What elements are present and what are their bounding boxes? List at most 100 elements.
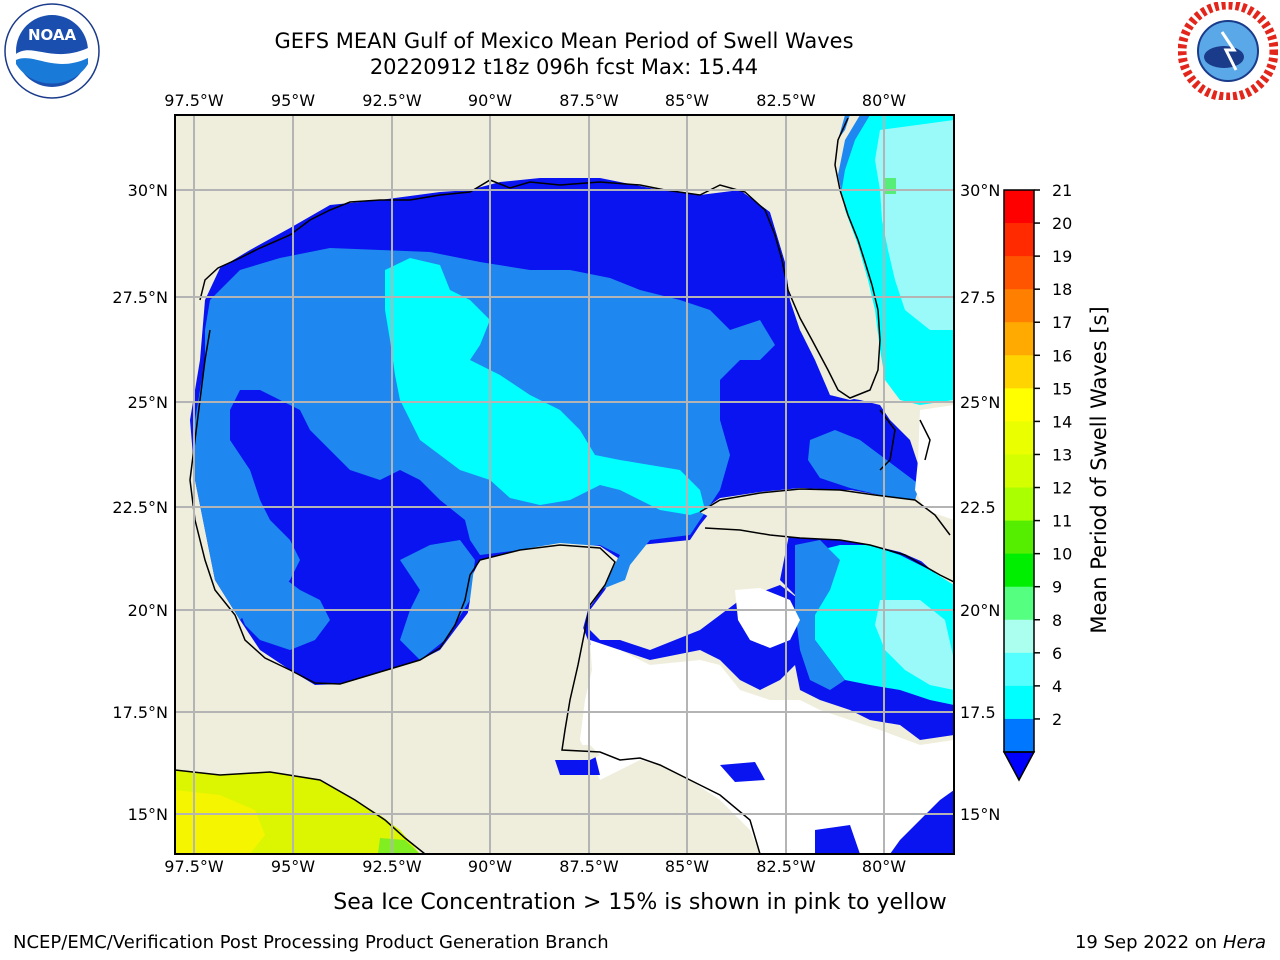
map-frame	[174, 114, 955, 855]
colorbar-segment	[1004, 685, 1034, 720]
longitude-labels-bottom: 97.5°W 95°W 92.5°W 90°W 87.5°W 85°W 82.5°W 80°W	[164, 857, 906, 876]
coastlines	[175, 117, 954, 854]
caribbean-light-cyan-region	[875, 600, 954, 690]
colorbar-tick-label: 18	[1052, 280, 1072, 299]
colorbar-segment	[1004, 355, 1034, 389]
colorbar-tick-label: 4	[1052, 677, 1062, 696]
latitude-tick-label: 25°N	[128, 393, 168, 412]
longitude-tick-label: 82.5°W	[756, 857, 816, 876]
gulf-light-blue-patch-campeche	[400, 540, 475, 660]
footer-timestamp: 19 Sep 2022 on Hera	[1075, 932, 1266, 953]
noaa-logo: NOAA	[4, 3, 100, 99]
colorbar-tick-label: 10	[1052, 545, 1072, 564]
latitude-tick-label: 27.5°N	[112, 288, 168, 307]
colorbar-segment	[1004, 586, 1034, 621]
pacific-green-patch	[378, 838, 420, 854]
colorbar-segment	[1004, 553, 1034, 588]
colorbar-tick-label: 16	[1052, 346, 1072, 365]
colorbar-segment	[1004, 190, 1034, 224]
colorbar-segment	[1004, 256, 1034, 290]
longitude-tick-label: 80°W	[862, 857, 906, 876]
pacific-yellow-region	[175, 790, 265, 854]
gulf-light-blue-patch-west	[235, 575, 330, 650]
colorbar-segment	[1004, 652, 1034, 687]
gulf-light-blue-patch-dark-inset	[310, 540, 400, 620]
colorbar-tick-label: 20	[1052, 214, 1072, 233]
colorbar: 21 20 19 18 17 16 15 14 13 12 11 10 9 8 6 4 2	[1002, 181, 1072, 782]
atlantic-light-cyan-region	[875, 120, 954, 330]
latitude-tick-label: 22.5	[960, 498, 996, 517]
dark-blue-patch-south-1	[720, 762, 765, 782]
lat-lon-grid	[175, 115, 954, 854]
colorbar-segment	[1004, 520, 1034, 555]
colorbar-segment	[1004, 718, 1034, 753]
colorbar-tick-label: 14	[1052, 412, 1072, 431]
footer-date: 19 Sep 2022 on	[1074, 932, 1218, 953]
colorbar-segment	[1004, 322, 1034, 356]
gulf-cyan-band	[385, 258, 705, 515]
longitude-tick-label: 85°W	[665, 857, 709, 876]
latitude-tick-label: 17.5	[960, 703, 996, 722]
latitude-tick-label: 22.5°N	[112, 498, 168, 517]
no-data-area-caribbean	[580, 640, 954, 854]
colorbar-segment	[1004, 487, 1034, 522]
colorbar-tick-label: 17	[1052, 313, 1072, 332]
straits-light-blue	[808, 430, 920, 500]
nws-logo	[1178, 2, 1278, 100]
longitude-tick-label: 82.5°W	[756, 91, 816, 110]
dark-blue-patch-south-2	[815, 825, 860, 854]
colorbar-segment	[1004, 223, 1034, 257]
latitude-tick-label: 20°N	[960, 601, 1000, 620]
longitude-tick-label: 97.5°W	[164, 857, 224, 876]
latitude-tick-label: 30°N	[960, 181, 1000, 200]
longitude-tick-label: 92.5°W	[362, 91, 422, 110]
longitude-labels-top: 97.5°W 95°W 92.5°W 90°W 87.5°W 85°W 82.5°W 80°W	[164, 91, 906, 110]
latitude-tick-label: 17.5°N	[112, 703, 168, 722]
longitude-tick-label: 97.5°W	[164, 91, 224, 110]
footer-credit: NCEP/EMC/Verification Post Processing Pr…	[13, 932, 609, 953]
latitude-tick-label: 15°N	[128, 805, 168, 824]
colorbar-frame	[1003, 189, 1035, 753]
longitude-tick-label: 90°W	[468, 91, 512, 110]
colorbar-tick-label: 9	[1052, 578, 1062, 597]
no-data-area-east	[915, 405, 954, 520]
caribbean-light-blue-edge	[795, 540, 845, 690]
colorbar-segment	[1004, 454, 1034, 489]
colorbar-tick-label: 13	[1052, 445, 1072, 464]
longitude-tick-label: 90°W	[468, 857, 512, 876]
colorbar-segment	[1004, 388, 1034, 422]
latitude-tick-label: 27.5	[960, 288, 996, 307]
atlantic-green-patch	[884, 178, 896, 194]
latitude-tick-label: 30°N	[128, 181, 168, 200]
latitude-labels-right: 30°N 27.5 25°N 22.5 20°N 17.5 15°N	[960, 181, 1000, 824]
colorbar-segment	[1004, 619, 1034, 654]
dark-blue-patch-south-3	[890, 790, 954, 854]
map-layers	[175, 115, 954, 854]
land-cuba	[700, 488, 954, 580]
latitude-tick-label: 15°N	[960, 805, 1000, 824]
colorbar-tick-label: 21	[1052, 181, 1072, 200]
sea-ice-caption: Sea Ice Concentration > 15% is shown in …	[333, 890, 947, 915]
colorbar-extension	[1002, 751, 1036, 782]
noaa-logo-text: NOAA	[28, 26, 77, 44]
footer-host: Hera	[1222, 932, 1266, 953]
latitude-tick-label: 25°N	[960, 393, 1000, 412]
longitude-tick-label: 95°W	[271, 857, 315, 876]
no-data-area-honduras	[735, 588, 800, 648]
colorbar-tick-label: 19	[1052, 247, 1072, 266]
colorbar-tick-label: 8	[1052, 611, 1062, 630]
colorbar-tick-label: 15	[1052, 379, 1072, 398]
longitude-tick-label: 92.5°W	[362, 857, 422, 876]
colorbar-tick-label: 2	[1052, 710, 1062, 729]
longitude-tick-label: 95°W	[271, 91, 315, 110]
colorbar-segment	[1004, 421, 1034, 455]
longitude-tick-label: 80°W	[862, 91, 906, 110]
latitude-tick-label: 20°N	[128, 601, 168, 620]
longitude-tick-label: 85°W	[665, 91, 709, 110]
latitude-labels-left: 30°N 27.5°N 25°N 22.5°N 20°N 17.5°N 15°N	[112, 181, 168, 824]
colorbar-tick-label: 6	[1052, 644, 1062, 663]
colorbar-tick-label: 11	[1052, 512, 1072, 531]
land-florida	[740, 115, 885, 400]
colorbar-tick-label: 12	[1052, 479, 1072, 498]
